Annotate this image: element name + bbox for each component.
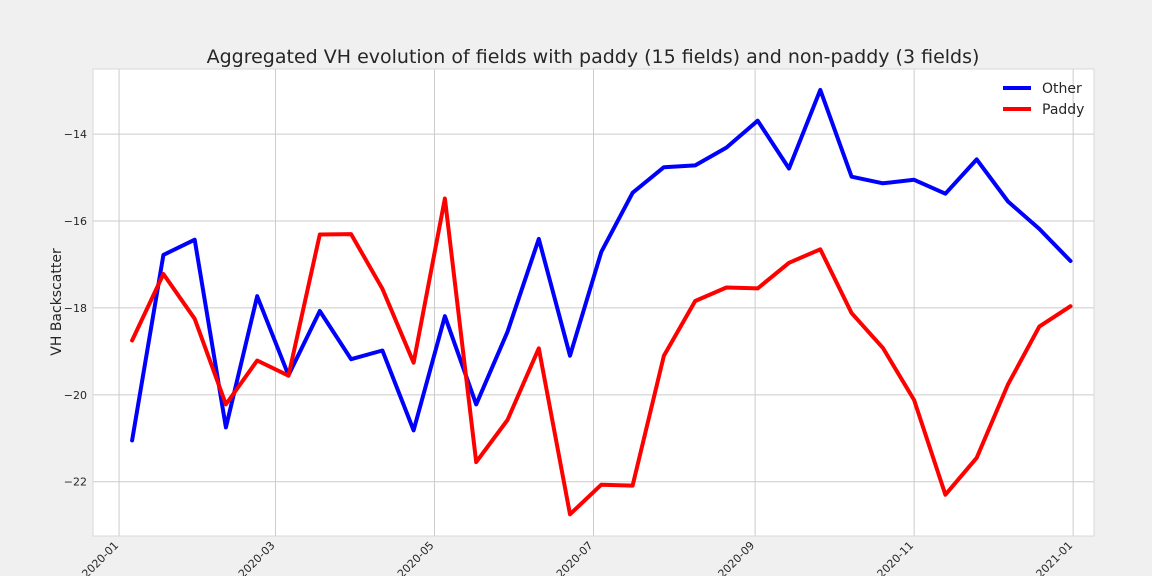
y-tick-label: −14 bbox=[64, 128, 87, 141]
x-tick-label: 2020-01 bbox=[79, 539, 121, 576]
y-tick-label: −18 bbox=[64, 302, 87, 315]
x-tick-label: 2020-11 bbox=[875, 539, 917, 576]
grid bbox=[93, 69, 1094, 536]
y-axis-label: VH Backscatter bbox=[49, 248, 65, 356]
chart-title: Aggregated VH evolution of fields with p… bbox=[207, 46, 980, 68]
plot-frame bbox=[92, 68, 1095, 537]
y-tick-label: −22 bbox=[64, 476, 87, 489]
x-tick-label: 2020-05 bbox=[395, 539, 437, 576]
x-tick-label: 2020-09 bbox=[716, 539, 758, 576]
series-line-paddy bbox=[130, 196, 1073, 517]
x-tick-label: 2021-01 bbox=[1034, 539, 1076, 576]
x-tick-label: 2020-03 bbox=[236, 539, 278, 576]
y-tick-label: −20 bbox=[64, 389, 87, 402]
x-tick-labels: 2020-01 2020-03 2020-05 2020-07 2020-09 2020-… bbox=[79, 539, 1075, 576]
legend: Other Paddy bbox=[1003, 81, 1084, 118]
x-tick-label: 2020-07 bbox=[554, 539, 596, 576]
legend-label-other: Other bbox=[1042, 81, 1082, 97]
series-layer bbox=[130, 87, 1073, 517]
legend-label-paddy: Paddy bbox=[1042, 102, 1084, 118]
y-tick-label: −16 bbox=[64, 215, 87, 228]
y-tick-labels: −22 −20 −18 −16 −14 bbox=[64, 128, 87, 489]
